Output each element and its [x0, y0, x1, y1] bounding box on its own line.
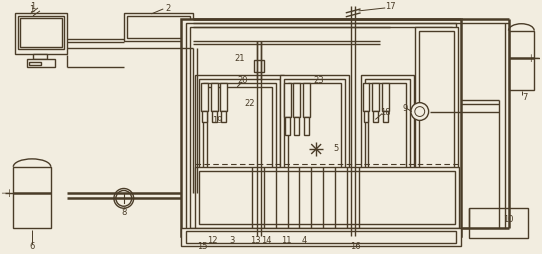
Bar — [508, 31, 534, 90]
Bar — [195, 76, 283, 194]
Bar — [181, 228, 461, 246]
Bar — [181, 20, 461, 236]
Bar — [201, 84, 208, 111]
Text: 19: 19 — [212, 116, 223, 124]
Bar — [469, 208, 528, 238]
Bar — [363, 84, 370, 111]
Bar — [199, 80, 280, 190]
Text: 21: 21 — [234, 54, 244, 62]
Text: 8: 8 — [121, 207, 126, 216]
Text: 11: 11 — [281, 235, 292, 244]
Bar — [304, 118, 309, 136]
Bar — [285, 118, 289, 136]
Text: 12: 12 — [208, 235, 218, 244]
Bar — [373, 111, 378, 123]
Bar — [415, 28, 458, 228]
Text: 16: 16 — [350, 241, 361, 250]
Bar — [372, 84, 379, 111]
Bar — [293, 84, 300, 118]
Circle shape — [411, 103, 429, 121]
Bar — [124, 14, 193, 41]
Bar — [27, 60, 55, 68]
Text: 7: 7 — [522, 93, 528, 102]
Bar — [211, 111, 216, 123]
Bar — [369, 84, 406, 186]
Text: 3: 3 — [230, 235, 235, 244]
Bar — [211, 84, 217, 111]
Bar — [186, 231, 456, 243]
Text: 14: 14 — [262, 235, 272, 244]
Bar — [190, 28, 453, 228]
Text: 17: 17 — [385, 3, 396, 11]
Text: ⊢: ⊢ — [530, 54, 539, 64]
Circle shape — [114, 189, 134, 208]
Text: 1: 1 — [30, 3, 36, 11]
Text: 9: 9 — [402, 104, 408, 113]
Bar — [288, 84, 341, 186]
Text: 23: 23 — [314, 76, 325, 85]
Text: 13: 13 — [250, 235, 260, 244]
Text: ⊣: ⊣ — [1, 189, 10, 199]
Bar — [365, 80, 410, 190]
Bar — [195, 167, 459, 228]
Bar — [20, 19, 62, 48]
Bar — [202, 111, 207, 123]
Bar — [383, 111, 388, 123]
Bar — [29, 63, 41, 66]
Bar — [199, 171, 455, 224]
Bar — [254, 61, 264, 73]
Bar — [222, 111, 227, 123]
Text: 4: 4 — [302, 235, 307, 244]
Text: 6: 6 — [29, 241, 35, 250]
Circle shape — [415, 107, 425, 117]
Text: 20: 20 — [237, 76, 248, 85]
Bar — [33, 55, 47, 60]
Bar — [127, 17, 190, 38]
Bar — [283, 84, 291, 118]
Bar — [294, 118, 299, 136]
Text: 18: 18 — [380, 108, 391, 117]
Bar — [304, 84, 310, 118]
Bar — [18, 17, 63, 50]
Bar — [419, 31, 454, 224]
Bar — [207, 88, 272, 182]
Circle shape — [118, 193, 130, 204]
Text: 15: 15 — [197, 241, 208, 250]
Text: 1: 1 — [29, 5, 35, 14]
Bar — [280, 76, 349, 194]
Text: 10: 10 — [504, 214, 514, 223]
Bar — [186, 24, 456, 232]
Bar — [15, 14, 67, 55]
Bar — [203, 84, 276, 186]
Bar — [364, 111, 369, 123]
Circle shape — [116, 191, 132, 207]
Bar — [283, 80, 345, 190]
Bar — [360, 76, 414, 194]
Text: 5: 5 — [333, 143, 339, 152]
Bar — [14, 167, 51, 228]
Bar — [221, 84, 228, 111]
Bar — [382, 84, 389, 111]
Text: 22: 22 — [245, 99, 255, 108]
Text: 2: 2 — [165, 4, 171, 13]
